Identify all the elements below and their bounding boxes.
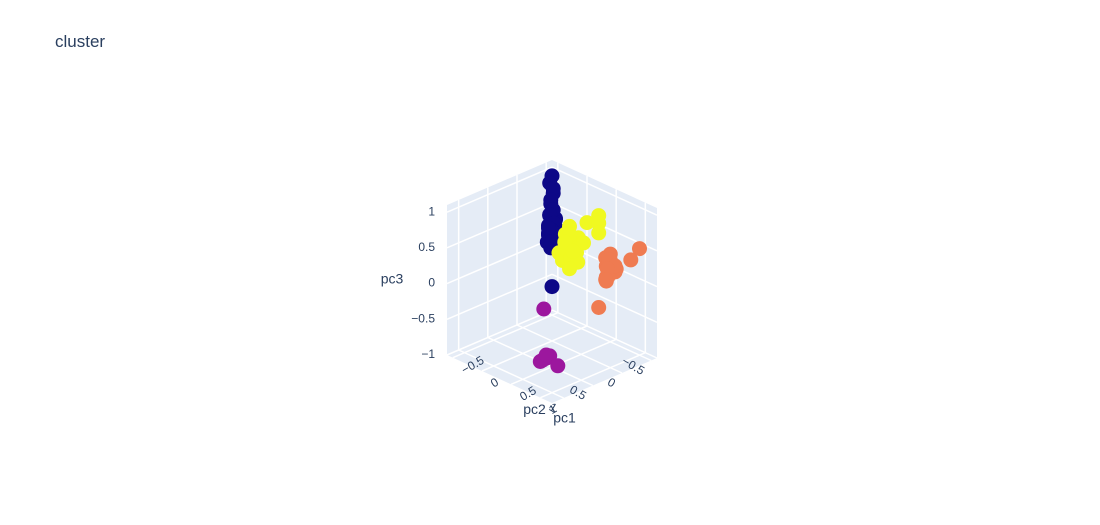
grid-y-floor	[458, 349, 564, 399]
z-axis-title: pc3	[381, 271, 404, 287]
data-point-s0-p28[interactable]	[544, 234, 560, 249]
grid-z-wall-pc2	[446, 202, 553, 249]
data-point-s2-p16[interactable]	[576, 235, 591, 251]
grid-x-floor	[452, 311, 559, 359]
data-points	[532, 168, 647, 374]
data-point-s0-p26[interactable]	[541, 220, 556, 236]
data-point-s2-p14[interactable]	[562, 261, 577, 277]
grid-x-floor	[540, 351, 646, 399]
y-axis-title: pc2	[523, 401, 546, 417]
z-tick-label: −1	[421, 347, 435, 361]
grid-y-floor	[516, 324, 623, 374]
x-axis-title: pc1	[553, 410, 576, 426]
z-tick-label: 1	[428, 204, 435, 218]
data-point-s3-p16[interactable]	[591, 300, 607, 315]
grid-z-wall-pc2	[446, 273, 553, 320]
z-tick-label: 0	[428, 276, 435, 290]
grid-z-wall-pc1	[551, 166, 658, 216]
data-point-s1-p6[interactable]	[550, 358, 566, 374]
grid-y-floor	[545, 311, 652, 362]
data-point-s3-p15[interactable]	[623, 252, 639, 268]
data-point-s0-p30[interactable]	[544, 279, 560, 295]
z-tick-label: 0.5	[418, 240, 435, 254]
data-point-s1-p7[interactable]	[536, 301, 552, 317]
data-point-s0-p2[interactable]	[545, 181, 561, 197]
z-tick-label: −0.5	[411, 311, 435, 325]
data-point-s3-p14[interactable]	[632, 241, 647, 257]
grid-z-wall-pc2	[446, 309, 553, 356]
data-point-s2-p21[interactable]	[591, 225, 607, 241]
grid-z-wall-pc2	[446, 237, 553, 285]
data-point-s2-p20[interactable]	[579, 215, 595, 231]
data-point-s3-p12[interactable]	[598, 272, 614, 288]
grid-z-wall-pc1	[551, 309, 658, 359]
data-point-s1-p4[interactable]	[538, 347, 554, 363]
grid-z-wall-pc1	[551, 273, 658, 323]
chart-title: cluster	[55, 32, 106, 51]
grid-z-wall-pc2	[446, 166, 553, 213]
grid-x-floor	[481, 325, 588, 372]
pane-wall-pc2	[447, 160, 552, 355]
data-point-s2-p7[interactable]	[565, 243, 581, 259]
